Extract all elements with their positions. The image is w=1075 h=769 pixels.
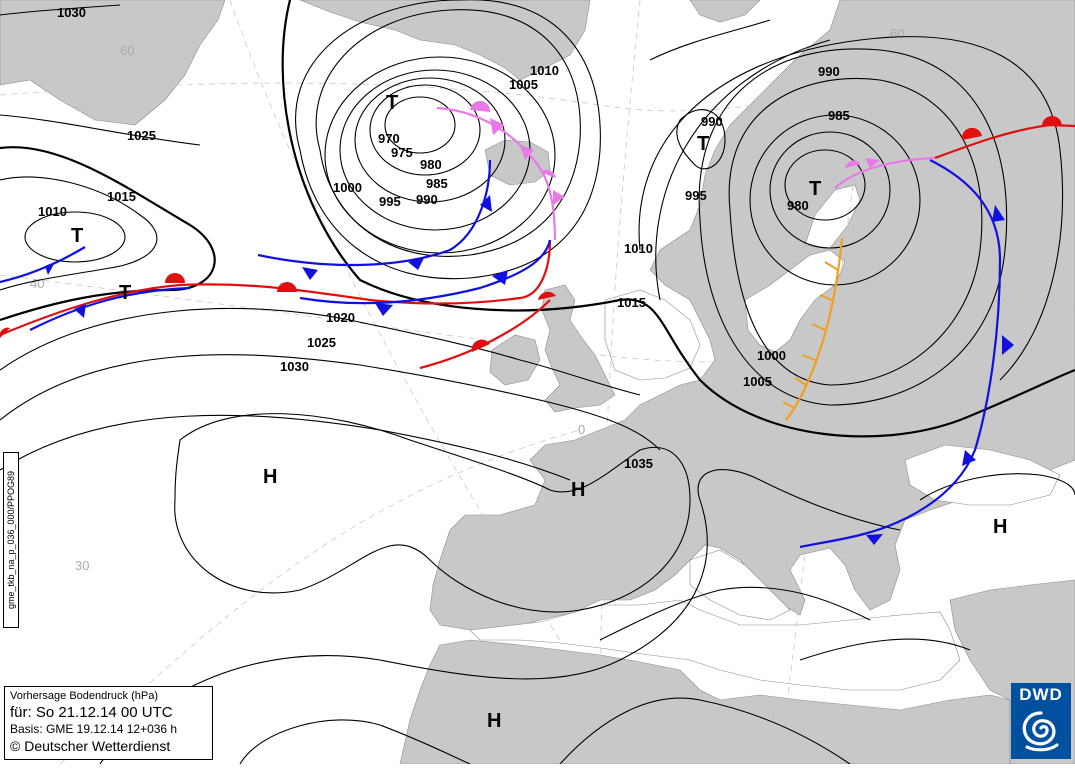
dwd-logo-text: DWD <box>1019 685 1063 704</box>
isobar-label: 1015 <box>107 189 136 204</box>
valid-time: So 21.12.14 00 UTC <box>35 704 173 721</box>
isobar-label: 970 <box>378 131 400 146</box>
pressure-centers: T T T T T H H H H <box>71 92 1007 732</box>
isobar-label: 1025 <box>127 128 156 143</box>
lat-label: 30 <box>75 558 89 573</box>
lat-label: 0 <box>578 422 585 437</box>
valid-prefix: für: <box>10 704 32 721</box>
lat-label: 60 <box>890 26 904 41</box>
canada-landmass <box>0 0 226 126</box>
low-pressure-center: T <box>697 133 709 155</box>
lat-label: 40 <box>30 276 44 291</box>
product-id-label: gme_tkb_na_p_036_000/PPOG89 <box>3 452 19 628</box>
ireland-landmass <box>489 334 541 386</box>
weather-fronts <box>0 100 1075 549</box>
isobar-label: 1020 <box>326 310 355 325</box>
isobar-label: 1015 <box>617 295 646 310</box>
low-pressure-center: T <box>809 178 821 200</box>
isobar-label: 1005 <box>743 374 772 389</box>
isobar-label: 995 <box>685 188 707 203</box>
isobar-label: 1010 <box>624 241 653 256</box>
gulf-of-bothnia <box>804 184 861 249</box>
high-pressure-center: H <box>263 466 277 488</box>
cold-front-symbols <box>45 195 1014 545</box>
occlusion-symbols <box>470 100 880 205</box>
isobar-labels: 1030 1025 1015 1010 970 975 980 985 990 … <box>38 5 850 471</box>
low-pressure-center: T <box>71 225 83 247</box>
svalbard-landmass <box>689 0 761 23</box>
cold-front <box>257 159 492 267</box>
isobar-label: 990 <box>818 64 840 79</box>
isobar-label: 1030 <box>280 359 309 374</box>
swirl-icon <box>1022 711 1059 752</box>
isobar-label: 985 <box>828 108 850 123</box>
warm-front <box>0 239 552 337</box>
copyright-text: © Deutscher Wetterdienst <box>10 738 171 754</box>
low-pressure-center: T <box>386 92 398 114</box>
warm-front <box>419 299 551 370</box>
isobar-label: 1035 <box>624 456 653 471</box>
low-pressure-center: T <box>119 282 131 304</box>
cold-front <box>0 246 86 284</box>
isobar-label: 980 <box>420 157 442 172</box>
trough-line <box>785 237 844 421</box>
isobar-label: 1010 <box>530 63 559 78</box>
high-pressure-center: H <box>993 516 1007 538</box>
isobar-label: 990 <box>416 192 438 207</box>
model-basis: Basis: GME 19.12.14 12+036 h <box>10 722 178 736</box>
iceland-landmass <box>484 139 551 186</box>
high-pressure-center: H <box>571 479 585 501</box>
chart-title: Vorhersage Bodendruck (hPa) <box>10 690 158 702</box>
forecast-info-box: Vorhersage Bodendruck (hPa) für: So 21.1… <box>4 686 213 760</box>
occlusion-front <box>834 156 936 189</box>
baltic-sea <box>744 249 846 353</box>
warm-front-symbols <box>0 116 1062 352</box>
isobar-label: 975 <box>391 145 413 160</box>
trough-ticks <box>782 261 839 409</box>
isobar-label: 1025 <box>307 335 336 350</box>
africa-landmass <box>399 639 1011 764</box>
isobar-label: 995 <box>379 194 401 209</box>
isobar-label: 985 <box>426 176 448 191</box>
cold-front <box>299 239 552 305</box>
isobar-label: 1030 <box>57 5 86 20</box>
isobar-label: 1000 <box>757 348 786 363</box>
high-pressure-center: H <box>487 710 501 732</box>
great-britain-landmass <box>541 284 616 413</box>
isobar-label: 1010 <box>38 204 67 219</box>
tyrrhenian-sea <box>689 549 791 621</box>
dwd-logo: DWD <box>1011 683 1071 759</box>
cold-front <box>799 159 1002 549</box>
isobar-label: 1005 <box>509 77 538 92</box>
isobar-label: 990 <box>701 114 723 129</box>
cold-front <box>29 286 191 331</box>
lat-label: 60 <box>120 43 134 58</box>
product-id-text: gme_tkb_na_p_036_000/PPOG89 <box>6 470 16 610</box>
isobar-label: 980 <box>787 198 809 213</box>
isobar-label: 1000 <box>333 180 362 195</box>
valid-time-line: für: So 21.12.14 00 UTC <box>10 704 208 722</box>
